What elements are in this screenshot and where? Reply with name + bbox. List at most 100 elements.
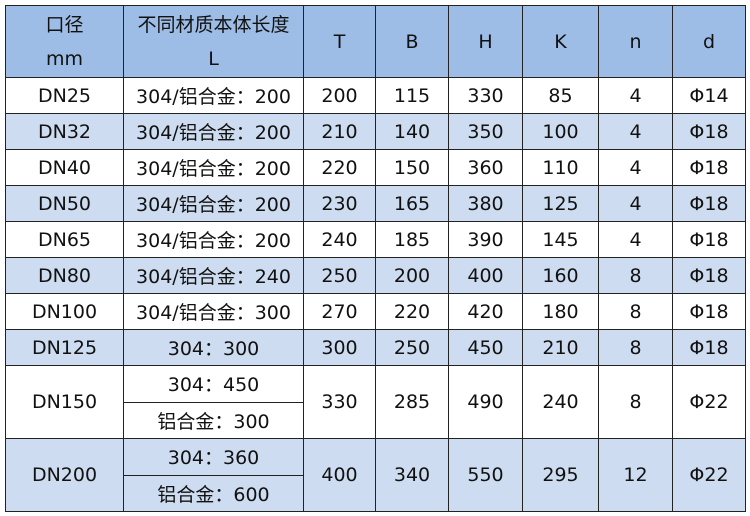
cell-h: 400 [448,257,523,294]
cell-diameter: DN25 [5,77,124,114]
header-h-label: H [478,30,493,53]
header-d-label: d [702,30,716,53]
cell-n: 8 [598,329,673,366]
cell-length: 304/铝合金：200 [123,221,304,258]
cell-n: 8 [598,293,673,330]
cell-k: 295 [522,438,599,512]
cell-d: Φ18 [672,149,746,186]
cell-length: 铝合金：600 [123,474,304,512]
cell-k: 145 [522,221,599,258]
header-b-label: B [405,30,419,53]
cell-k: 125 [522,185,599,222]
header-k-label: K [554,30,567,53]
cell-t: 210 [303,113,376,150]
cell-t: 330 [303,365,376,439]
cell-length: 铝合金：300 [123,401,304,439]
cell-t: 300 [303,329,376,366]
cell-h: 390 [448,221,523,258]
table-row: DN125 304：300 300 250 450 210 8 Φ18 [5,329,746,366]
cell-d: Φ18 [672,329,746,366]
header-length: 不同材质本体长度 L [123,5,304,78]
cell-diameter: DN150 [5,365,124,439]
cell-h: 550 [448,438,523,512]
header-diameter-unit: mm [45,47,84,70]
cell-h: 420 [448,293,523,330]
cell-t: 400 [303,438,376,512]
table-row: DN50 304/铝合金：200 230 165 380 125 4 Φ18 [5,185,746,222]
cell-b: 165 [375,185,449,222]
table-row: 铝合金：300 [6,401,746,439]
cell-h: 490 [448,365,523,439]
cell-h: 360 [448,149,523,186]
cell-k: 110 [522,149,599,186]
cell-k: 180 [522,293,599,330]
cell-k: 100 [522,113,599,150]
header-n-label: n [629,30,642,53]
cell-length: 304/铝合金：300 [123,293,304,330]
cell-b: 185 [375,221,449,258]
table-row: DN25 304/铝合金：200 200 115 330 85 4 Φ14 [5,77,746,114]
header-d: d [672,5,746,78]
table-row: DN100 304/铝合金：300 270 220 420 180 8 Φ18 [5,293,746,330]
cell-n: 4 [598,113,673,150]
cell-n: 4 [598,149,673,186]
cell-h: 330 [448,77,523,114]
cell-k: 160 [522,257,599,294]
cell-d: Φ18 [672,221,746,258]
header-t: T [303,5,376,78]
cell-d: Φ22 [672,365,746,439]
cell-length: 304/铝合金：240 [123,257,304,294]
cell-b: 340 [375,438,449,512]
cell-b: 200 [375,257,449,294]
header-diameter: 口径 mm [5,5,124,78]
cell-h: 380 [448,185,523,222]
cell-n: 12 [598,438,673,512]
cell-b: 250 [375,329,449,366]
header-diameter-label: 口径 [45,13,84,36]
cell-n: 8 [598,365,673,439]
cell-diameter: DN40 [5,149,124,186]
cell-diameter: DN125 [5,329,124,366]
header-k: K [522,5,599,78]
cell-length: 304：450 [123,365,304,403]
cell-d: Φ18 [672,113,746,150]
table-row: DN65 304/铝合金：200 240 185 390 145 4 Φ18 [5,221,746,258]
cell-h: 450 [448,329,523,366]
header-n: n [598,5,673,78]
cell-d: Φ14 [672,77,746,114]
cell-t: 250 [303,257,376,294]
cell-t: 220 [303,149,376,186]
cell-t: 270 [303,293,376,330]
cell-k: 210 [522,329,599,366]
cell-b: 115 [375,77,449,114]
cell-length: 304：300 [123,329,304,366]
cell-d: Φ18 [672,257,746,294]
cell-b: 140 [375,113,449,150]
cell-n: 4 [598,185,673,222]
header-t-label: T [333,30,346,53]
cell-h: 350 [448,113,523,150]
cell-b: 220 [375,293,449,330]
table-row: DN200 304：360 400 340 550 295 12 Φ22 [5,438,746,512]
header-h: H [448,5,523,78]
cell-diameter: DN200 [5,438,124,512]
cell-b: 285 [375,365,449,439]
table-row: DN150 304：450 330 285 490 240 8 Φ22 [5,365,746,439]
cell-length: 304/铝合金：200 [123,77,304,114]
cell-d: Φ22 [672,438,746,512]
cell-diameter: DN65 [5,221,124,258]
table-row: DN40 304/铝合金：200 220 150 360 110 4 Φ18 [5,149,746,186]
cell-t: 230 [303,185,376,222]
header-b: B [375,5,449,78]
cell-diameter: DN32 [5,113,124,150]
cell-length: 304/铝合金：200 [123,185,304,222]
table-row: DN80 304/铝合金：240 250 200 400 160 8 Φ18 [5,257,746,294]
cell-b: 150 [375,149,449,186]
cell-k: 85 [522,77,599,114]
table-row: 铝合金：600 [6,474,746,512]
cell-k: 240 [522,365,599,439]
cell-diameter: DN100 [5,293,124,330]
cell-d: Φ18 [672,185,746,222]
